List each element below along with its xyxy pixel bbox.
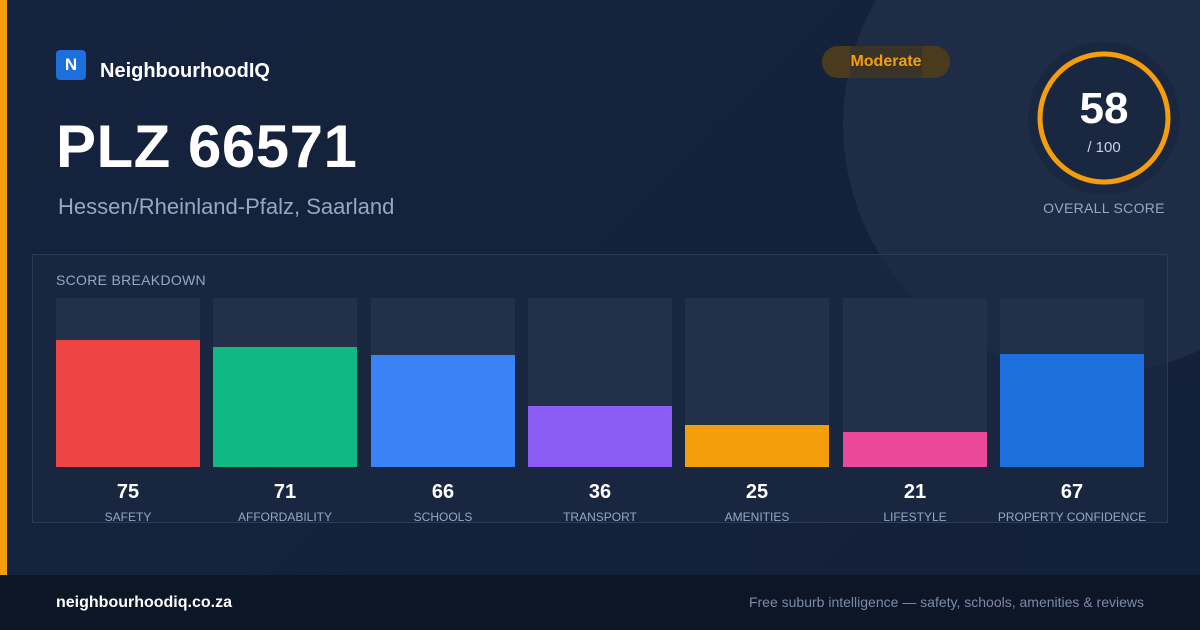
breakdown-title: SCORE BREAKDOWN bbox=[56, 272, 206, 288]
bar-safety: 75 SAFETY bbox=[56, 298, 200, 524]
bar-value: 75 bbox=[116, 481, 140, 503]
overall-score-value: 58 bbox=[1079, 84, 1129, 133]
bar-track bbox=[843, 298, 987, 467]
bar-track bbox=[371, 298, 515, 467]
bar-label: AMENITIES bbox=[724, 510, 790, 524]
brand-logo-icon: N bbox=[56, 49, 86, 80]
score-card: N NeighbourhoodIQ Moderate PLZ 66571 Hes… bbox=[0, 0, 1200, 575]
bar-track bbox=[1000, 298, 1144, 467]
rating-badge: Moderate bbox=[822, 46, 950, 78]
bar-label: AFFORDABILITY bbox=[237, 510, 332, 524]
overall-score-max: / 100 bbox=[1087, 139, 1121, 156]
brand[interactable]: N NeighbourhoodIQ bbox=[56, 46, 270, 83]
bar-value: 25 bbox=[745, 481, 769, 503]
overall-score-label: OVERALL SCORE bbox=[1043, 200, 1165, 216]
footer-site-link[interactable]: neighbourhoodiq.co.za bbox=[56, 594, 232, 611]
score-breakdown-panel: SCORE BREAKDOWN 75 SAFETY 71 AFFORDABILITY 6… bbox=[32, 254, 1169, 524]
rating-badge-label: Moderate bbox=[850, 53, 922, 70]
bar-fill bbox=[843, 432, 987, 467]
page-title: PLZ 66571 bbox=[56, 113, 358, 180]
accent-bar bbox=[0, 0, 7, 575]
footer: neighbourhoodiq.co.za Free suburb intell… bbox=[0, 575, 1200, 630]
bar-fill bbox=[213, 347, 357, 467]
bar-fill bbox=[685, 425, 829, 467]
bar-label: PROPERTY CONFIDENCE bbox=[997, 510, 1147, 524]
overall-score-ring: 58 / 100 bbox=[1028, 42, 1180, 194]
bar-track bbox=[685, 298, 829, 467]
bar-track bbox=[528, 298, 672, 467]
bar-affordability: 71 AFFORDABILITY bbox=[213, 298, 357, 524]
bar-label: SAFETY bbox=[104, 510, 152, 524]
bar-fill bbox=[1000, 354, 1144, 467]
score-ring-icon bbox=[1028, 42, 1180, 194]
bar-fill bbox=[56, 340, 200, 467]
footer-tagline: Free suburb intelligence — safety, schoo… bbox=[748, 594, 1144, 610]
breakdown-bars: 75 SAFETY 71 AFFORDABILITY 66 SCHOOLS 36 TRANSP… bbox=[33, 255, 1169, 524]
bar-property-confidence: 67 PROPERTY CONFIDENCE bbox=[998, 298, 1146, 524]
bar-fill bbox=[371, 355, 515, 467]
bar-label: TRANSPORT bbox=[563, 510, 637, 524]
bar-value: 36 bbox=[588, 481, 612, 503]
bar-amenities: 25 AMENITIES bbox=[685, 298, 829, 524]
bar-track bbox=[56, 298, 200, 467]
bar-lifestyle: 21 LIFESTYLE bbox=[843, 298, 987, 524]
bar-value: 66 bbox=[431, 481, 455, 503]
brand-name: NeighbourhoodIQ bbox=[100, 60, 270, 82]
region-subtitle: Hessen/Rheinland-Pfalz, Saarland bbox=[58, 194, 395, 219]
bar-transport: 36 TRANSPORT bbox=[528, 298, 672, 524]
bar-value: 67 bbox=[1060, 481, 1084, 503]
bar-value: 71 bbox=[273, 481, 297, 503]
bar-value: 21 bbox=[903, 481, 927, 503]
bar-label: LIFESTYLE bbox=[883, 510, 947, 524]
bar-track bbox=[213, 298, 357, 467]
bar-fill bbox=[528, 406, 672, 467]
bar-schools: 66 SCHOOLS bbox=[371, 298, 515, 524]
bar-label: SCHOOLS bbox=[413, 510, 473, 524]
